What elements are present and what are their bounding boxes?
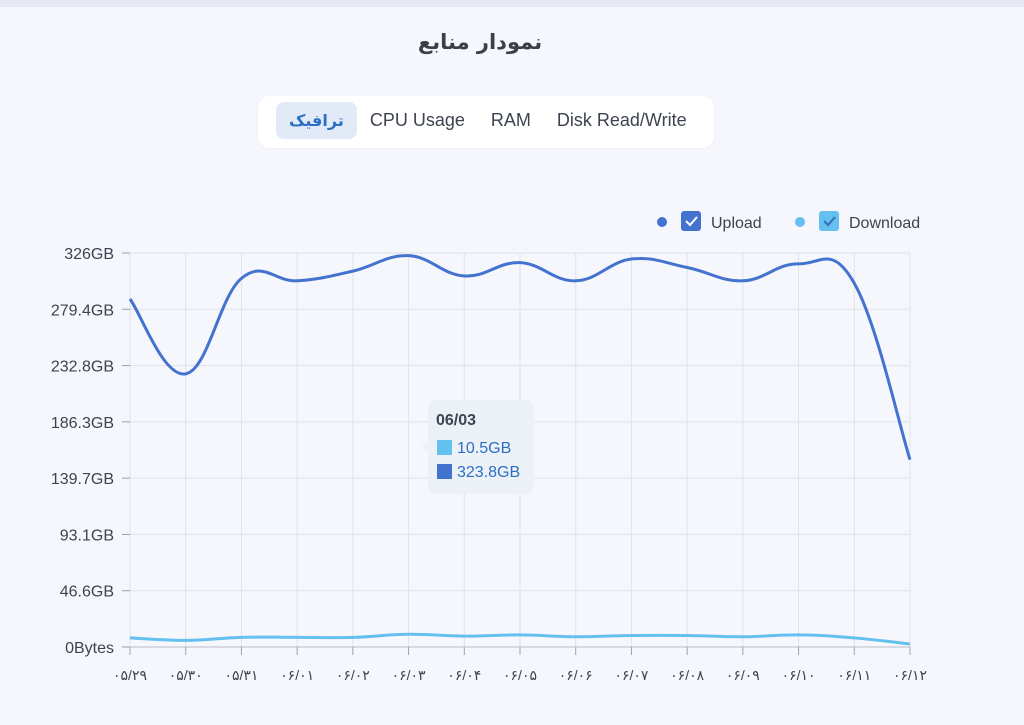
y-tick-label: 326GB [64,246,114,263]
x-tick-label: ۰۶/۱۱ [837,667,871,683]
x-tick-label: ۰۶/۰۸ [670,667,704,683]
x-tick-label: ۰۶/۰۵ [503,667,537,683]
tooltip-swatch-upload [437,464,452,479]
top-bar [0,0,1024,7]
x-tick-label: ۰۵/۲۹ [113,667,147,683]
legend-checkbox-download[interactable] [819,211,839,231]
legend-dot-download [795,217,805,227]
check-icon [823,216,836,227]
x-tick-label: ۰۶/۰۴ [447,667,481,683]
y-tick-label: 232.8GB [51,359,114,376]
x-tick-label: ۰۶/۱۰ [782,667,816,683]
legend-item-upload[interactable]: Upload [657,211,762,232]
tooltip: 06/03 10.5GB 323.8GB [422,400,534,494]
y-tick-label: 139.7GB [51,471,114,488]
x-tick-label: ۰۶/۰۲ [336,667,370,683]
x-tick-label: ۰۶/۰۶ [559,667,593,683]
y-tick-label: 93.1GB [60,527,114,544]
tooltip-value-download: 10.5GB [457,440,511,457]
x-tick-label: ۰۶/۰۹ [726,667,760,683]
x-tick-label: ۰۶/۰۱ [280,667,314,683]
legend-dot-upload [657,217,667,227]
page-title: نمودار منابع [417,30,543,54]
y-tick-label: 46.6GB [60,584,114,601]
x-tick-label: ۰۵/۳۰ [169,667,203,683]
tooltip-value-upload: 323.8GB [457,464,520,481]
legend: Upload Download [657,211,920,232]
x-tick-label: ۰۶/۱۲ [893,667,927,683]
tab-disk-read-write[interactable]: Disk Read/Write [556,109,687,130]
x-tick-label: ۰۵/۳۱ [224,667,258,683]
legend-label-upload: Upload [711,215,762,232]
tooltip-swatch-download [437,440,452,455]
tab-cpu-usage[interactable]: CPU Usage [369,109,465,130]
y-tick-label: 279.4GB [51,302,114,319]
legend-label-download: Download [849,215,920,232]
y-tick-label: 186.3GB [51,415,114,432]
series-lines [128,254,912,646]
series-line-upload [128,254,912,461]
legend-checkbox-upload[interactable] [681,211,701,231]
tooltip-arrow [422,440,428,452]
tab-ram[interactable]: RAM [490,109,531,130]
x-tick-label: ۰۶/۰۷ [614,667,648,683]
tab-traffic[interactable]: ترافیک [276,101,357,139]
y-tick-label: 0Bytes [65,640,114,657]
series-line-download [129,632,911,646]
y-axis-ticks: 0Bytes 46.6GB 93.1GB 139.7GB 186.3GB 232.8GB 2… [51,246,130,657]
check-icon [685,216,698,227]
tooltip-date: 06/03 [436,412,476,429]
x-axis-ticks: ۰۵/۲۹ ۰۵/۳۰ ۰۵/۳۱ ۰۶/۰۱ ۰۶/۰۲ ۰۶/۰۳ ۰۶/۰۴ ۰۶/۰۵… [113,647,927,683]
legend-item-download[interactable]: Download [795,211,920,232]
tooltip-box [428,400,534,494]
tab-list: ترافیک CPU Usage RAM Disk Read/Write [276,100,700,140]
x-tick-label: ۰۶/۰۳ [392,667,426,683]
